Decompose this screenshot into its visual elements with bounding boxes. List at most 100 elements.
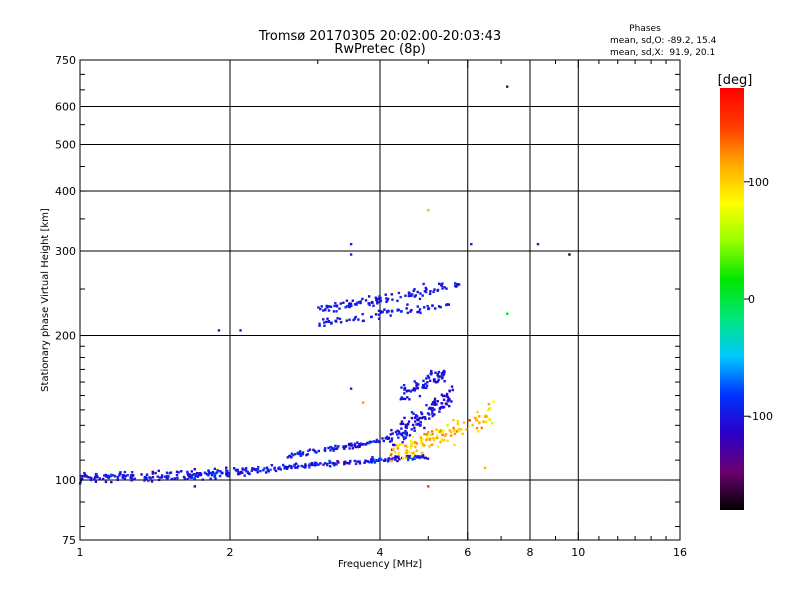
echo-point [457, 427, 461, 431]
echo-point [426, 434, 429, 437]
echo-point [391, 298, 394, 301]
echo-point [433, 438, 436, 442]
echo-point [277, 467, 280, 470]
echo-point [415, 381, 418, 385]
echo-point [147, 479, 150, 482]
echo-point [186, 470, 189, 474]
echo-point [426, 374, 430, 378]
echo-point [109, 473, 113, 477]
echo-point [400, 433, 404, 437]
echo-point [332, 447, 336, 451]
echo-point [378, 299, 382, 302]
echo-point [407, 294, 411, 298]
echo-point [434, 381, 438, 384]
echo-point [433, 408, 436, 411]
echo-point [428, 417, 431, 420]
echo-point [300, 453, 304, 456]
echo-point [425, 386, 428, 390]
echo-point [201, 478, 205, 481]
echo-point [405, 448, 408, 452]
echo-point [476, 430, 480, 433]
echo-point [215, 471, 218, 475]
echo-point [444, 432, 448, 436]
echo-point [353, 459, 356, 463]
colorbar-label: [deg] [718, 73, 753, 88]
echo-point [418, 456, 421, 460]
echo-point [205, 473, 209, 476]
echo-point [323, 324, 326, 327]
echo-point [240, 470, 243, 474]
echo-point [329, 305, 333, 308]
echo-point [433, 397, 437, 401]
echo-point [342, 445, 345, 448]
echo-point [419, 421, 422, 424]
echo-point [351, 447, 355, 450]
echo-point [431, 436, 435, 440]
echo-point [367, 302, 370, 305]
echo-point [440, 284, 443, 288]
echo-point [364, 299, 368, 302]
echo-point [406, 303, 409, 306]
echo-point [413, 456, 416, 459]
echo-point [382, 439, 386, 443]
x-tick-label: 8 [527, 546, 534, 559]
echo-point [199, 473, 203, 477]
echo-point [415, 384, 418, 388]
echo-point [402, 383, 406, 387]
echo-point [410, 416, 414, 420]
echo-point [213, 475, 216, 478]
phase-box-line-o: mean, sd,O: -89.2, 15.4 [610, 36, 717, 46]
echo-point [95, 475, 99, 478]
echo-point [442, 373, 445, 377]
echo-point [385, 297, 388, 300]
echo-point [251, 467, 254, 470]
echo-point [81, 474, 84, 478]
echo-point [106, 474, 110, 478]
echo-point [418, 424, 422, 427]
colorbar-tick-label: -100 [748, 410, 773, 423]
echo-point [407, 420, 411, 423]
echo-point [390, 437, 394, 440]
echo-point [428, 438, 431, 441]
echo-point [435, 434, 439, 437]
echo-point [210, 474, 214, 477]
echo-point [421, 442, 424, 445]
echo-point [454, 282, 457, 285]
echo-point [455, 430, 459, 433]
echo-point [288, 455, 291, 458]
echo-point [437, 375, 440, 378]
echo-point [94, 474, 98, 477]
echo-point [105, 475, 108, 478]
echo-point [375, 300, 379, 303]
echo-point [402, 435, 405, 438]
echo-point [307, 464, 311, 467]
echo-point [294, 453, 297, 456]
echo-point [452, 429, 455, 432]
echo-point [399, 295, 402, 299]
echo-point [293, 463, 296, 466]
echo-point [400, 427, 403, 430]
echo-point [256, 468, 260, 471]
echo-point [358, 442, 361, 446]
echo-point [90, 476, 93, 480]
echo-point [457, 283, 461, 286]
echo-point [335, 310, 338, 313]
echo-point [319, 307, 322, 311]
echo-point [267, 470, 270, 473]
echo-point [446, 424, 449, 427]
echo-point [452, 418, 455, 422]
echo-point [406, 450, 409, 453]
colorbar-tick-label: 100 [748, 176, 769, 189]
echo-point [143, 479, 146, 482]
colorbar-tick-label: 0 [748, 293, 755, 306]
echo-point [475, 417, 478, 420]
echo-point [290, 456, 293, 459]
echo-point [297, 464, 300, 468]
echo-point [439, 428, 443, 432]
echo-point [224, 472, 228, 475]
echo-point [190, 470, 193, 473]
echo-point [397, 291, 401, 295]
echo-point [348, 302, 352, 305]
echo-point [103, 474, 106, 477]
echo-point [397, 432, 401, 435]
